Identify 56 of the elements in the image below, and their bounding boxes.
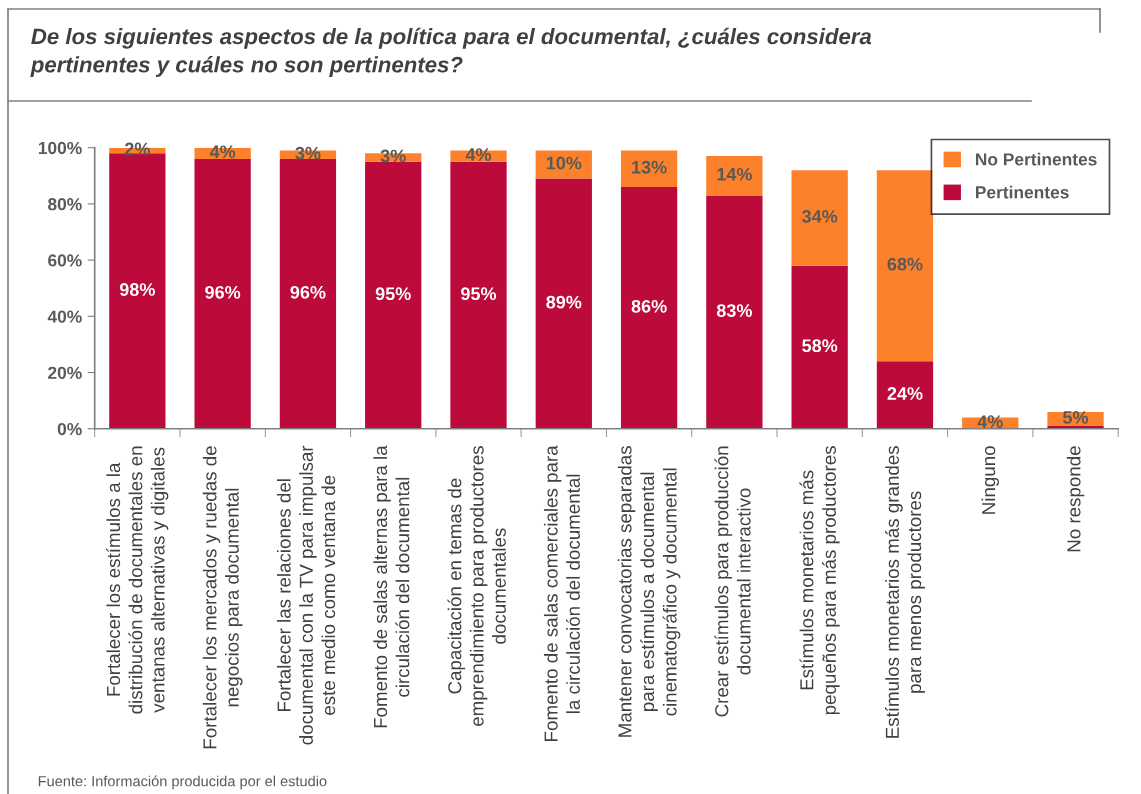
bar — [620, 187, 678, 429]
data-label: 83% — [716, 304, 752, 317]
data-label: 4% — [209, 145, 236, 159]
legend-label: Pertinentes — [976, 185, 1069, 199]
x-tick-label: Fortalecer las relaciones del documental con la TV para impulsar este medio como ventana de — [276, 445, 336, 745]
data-label: 95% — [375, 287, 411, 301]
bar — [876, 170, 934, 362]
x-tick-label: Fomento de salas alternas para la circulación del documental — [373, 445, 410, 728]
x-tick-label: Estímulos monetarios más pequeños para más productores — [799, 446, 840, 715]
data-label: 3% — [380, 149, 406, 163]
bar — [706, 156, 763, 196]
data-label: 98% — [119, 283, 155, 296]
data-label: 24% — [887, 387, 923, 400]
y-tick-label: 40% — [47, 310, 82, 323]
data-label: 89% — [546, 295, 582, 309]
bar — [706, 195, 763, 429]
data-label: 58% — [802, 339, 838, 353]
data-label: 10% — [546, 156, 582, 170]
y-tick-label: 0% — [57, 422, 82, 436]
bar — [279, 158, 337, 429]
bar — [194, 158, 251, 429]
x-tick-label: Fortalecer los estímulos a la distribución de documentales en ventanas alternativas y digitales — [106, 446, 169, 714]
data-label: 95% — [461, 287, 497, 301]
data-label: 14% — [717, 167, 752, 181]
bar — [450, 161, 507, 429]
data-label: 5% — [1063, 411, 1089, 424]
bar — [620, 150, 678, 188]
bar — [535, 150, 592, 179]
x-tick-label: Fomento de salas comerciales para la circulación del documental — [543, 445, 580, 741]
x-tick-label: Capacitación en temas de emprendimiento para productores documentales — [447, 446, 506, 727]
bar — [791, 265, 848, 429]
data-label: 96% — [290, 285, 326, 299]
y-tick-label: 60% — [48, 254, 82, 267]
data-label: 68% — [887, 257, 923, 271]
chart-title: De los siguientes aspectos de la política para el documental, ¿cuáles considera pertinentes y cuáles no son pertinentes? — [30, 27, 872, 77]
x-tick-label: Fortalecer los mercados y ruedas de negocios para documental — [202, 446, 243, 749]
source-note: Fuente: Información producida por el estudio — [38, 775, 327, 790]
bar — [876, 361, 934, 429]
x-tick-label: Estímulos monetarios más grandes para menos productores — [884, 446, 925, 738]
data-label: 86% — [631, 299, 667, 313]
x-tick-label: Crear estímulos para producción documental interactivo — [714, 446, 751, 717]
y-tick-label: 20% — [48, 366, 82, 380]
legend-label: No Pertinentes — [976, 152, 1097, 166]
data-label: 96% — [205, 285, 241, 299]
x-tick-label: Ninguno — [981, 446, 999, 514]
bar — [535, 178, 592, 429]
x-tick-label: No responde — [1066, 446, 1085, 552]
x-tick-label: Mantener convocatorias separadas para estímulos a documental cinematográfico y documental — [617, 446, 681, 737]
data-label: 4% — [977, 415, 1003, 428]
bar — [791, 170, 848, 266]
y-tick-label: 80% — [48, 198, 82, 211]
data-label: 4% — [465, 148, 492, 161]
y-tick-label: 100% — [38, 141, 82, 155]
data-label: 13% — [632, 160, 667, 174]
data-label: 34% — [802, 210, 838, 223]
bar — [365, 161, 422, 429]
